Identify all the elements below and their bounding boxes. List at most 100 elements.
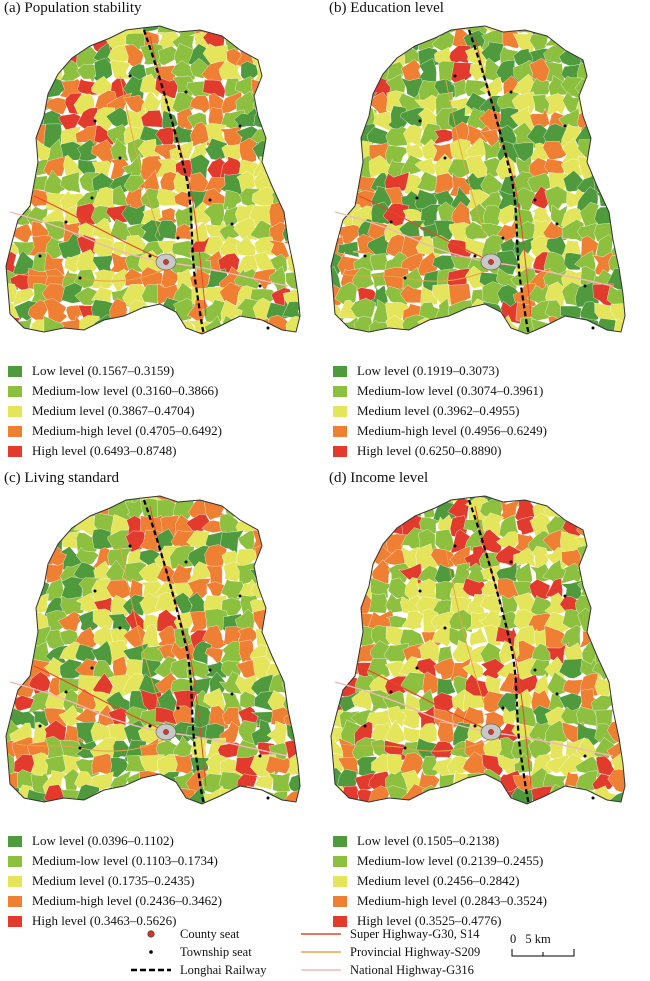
village-region — [564, 802, 588, 804]
village-region — [13, 331, 33, 334]
village-region — [302, 16, 323, 33]
village-region — [316, 595, 325, 616]
village-region — [44, 251, 66, 276]
village-region — [11, 642, 36, 666]
village-region — [62, 26, 87, 39]
village-region — [642, 81, 650, 98]
village-region — [27, 59, 54, 84]
village-region — [297, 512, 300, 539]
village-region — [385, 28, 408, 49]
village-region — [576, 801, 603, 804]
village-region — [385, 145, 410, 166]
village-region — [626, 658, 650, 682]
scale-bar-labels: 0 5 km — [510, 932, 551, 947]
village-region — [340, 44, 358, 66]
township-seat-marker — [453, 74, 457, 78]
village-region — [6, 628, 19, 651]
village-region — [126, 785, 144, 804]
village-region — [60, 171, 81, 194]
village-region — [336, 105, 361, 132]
legend-swatch-low — [8, 365, 22, 377]
village-region — [331, 591, 343, 618]
legend-item-medium-high: Medium-high level (0.4956–0.6249) — [333, 422, 547, 440]
village-region — [368, 30, 390, 52]
village-region — [266, 122, 292, 147]
village-region — [267, 531, 292, 554]
legend-label-medium-low: Medium-low level (0.1103–0.1734) — [32, 853, 218, 868]
village-region — [304, 530, 326, 553]
village-region — [287, 157, 300, 180]
village-region — [526, 801, 550, 804]
village-region — [384, 26, 410, 36]
village-region — [641, 302, 650, 326]
township-seat-marker — [176, 236, 180, 240]
legend-item-medium: Medium level (0.3962–0.4955) — [333, 402, 547, 420]
village-region — [368, 689, 390, 714]
village-region — [593, 737, 620, 763]
village-region — [642, 155, 650, 178]
legend-item-low: Low level (0.1505–0.2138) — [333, 832, 547, 850]
village-region — [6, 529, 21, 551]
national-highway-line-icon — [301, 969, 341, 971]
village-region — [339, 630, 360, 652]
village-region — [44, 169, 69, 199]
village-region — [544, 720, 569, 747]
village-region — [28, 26, 52, 31]
village-region — [269, 337, 294, 346]
village-region — [415, 543, 441, 572]
village-region — [331, 529, 343, 556]
village-region — [235, 28, 261, 52]
legend-label-low: Low level (0.1919–0.3073) — [357, 363, 500, 378]
village-region — [47, 26, 67, 53]
village-region — [623, 561, 625, 586]
village-region — [369, 799, 394, 804]
village-region — [79, 801, 97, 804]
village-region — [265, 498, 293, 517]
village-region — [124, 498, 144, 525]
legend-label-low: Low level (0.0396–0.1102) — [32, 833, 174, 848]
village-region — [561, 26, 584, 39]
village-region — [331, 302, 342, 324]
township-seat-marker — [563, 124, 567, 128]
village-region — [331, 496, 343, 508]
village-region — [610, 496, 625, 506]
village-region — [642, 221, 650, 244]
village-region — [437, 677, 456, 696]
village-region — [642, 251, 650, 277]
village-region — [298, 219, 300, 243]
village-region — [15, 623, 39, 647]
village-region — [627, 94, 647, 116]
national-highway-line — [9, 211, 289, 287]
village-region — [337, 496, 359, 506]
village-region — [354, 26, 378, 37]
village-region — [464, 79, 491, 97]
village-region — [297, 656, 300, 683]
village-region — [316, 16, 325, 35]
village-region — [6, 593, 19, 619]
legend-super-highway-label: Super Highway-G30, S14 — [350, 926, 480, 941]
village-region — [303, 626, 325, 648]
village-region — [562, 496, 585, 523]
township-seat-marker — [93, 119, 97, 123]
township-seat-marker — [443, 626, 447, 630]
village-region — [643, 172, 650, 195]
village-region — [415, 804, 442, 816]
village-region — [10, 805, 34, 816]
village-region — [6, 78, 19, 101]
village-region — [156, 499, 179, 522]
village-region — [624, 202, 625, 229]
scale-distance-label: 5 km — [525, 932, 551, 946]
village-region — [271, 155, 293, 182]
village-region — [304, 283, 324, 308]
village-region — [43, 799, 66, 804]
village-region — [31, 517, 51, 536]
provincial-highway-line — [444, 545, 486, 707]
legend-swatch-medium-low — [8, 855, 22, 867]
village-region — [316, 583, 325, 605]
village-region — [331, 802, 341, 804]
village-region — [14, 512, 36, 537]
village-region — [317, 284, 325, 310]
legend-swatch-medium-high — [8, 895, 22, 907]
village-region — [628, 76, 649, 100]
village-region — [626, 188, 649, 213]
